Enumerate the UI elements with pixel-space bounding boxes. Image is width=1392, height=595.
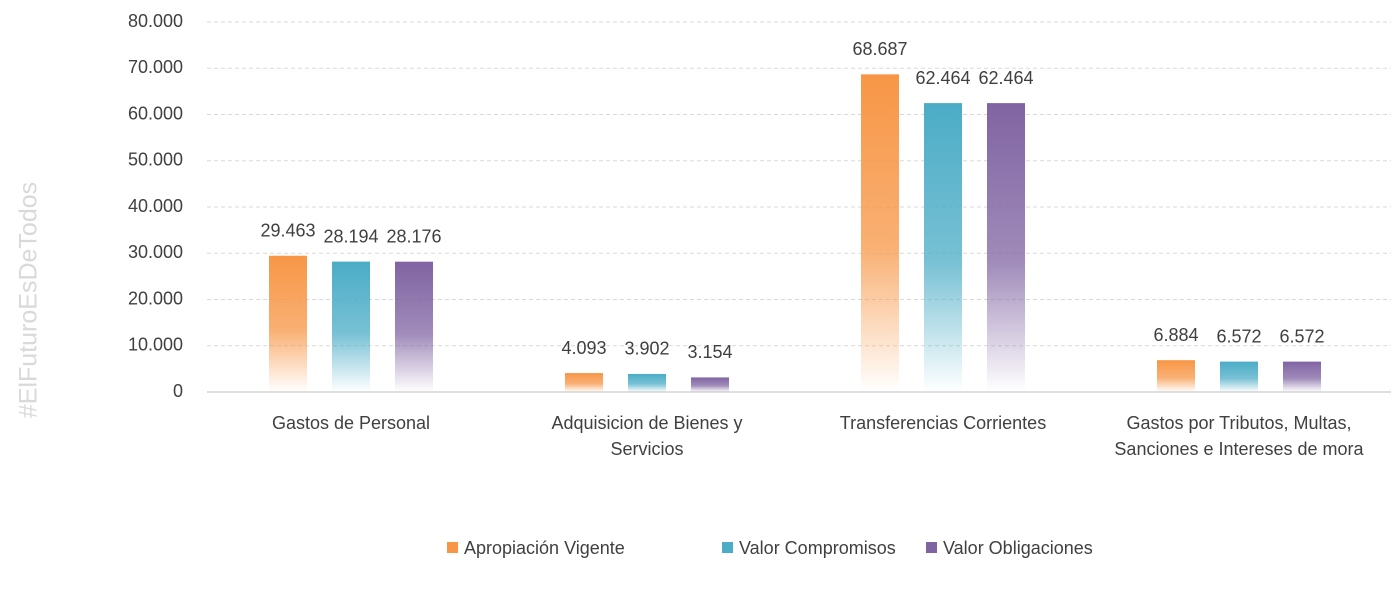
watermark: #ElFuturoEsDeTodos	[15, 182, 43, 418]
x-tick-label: Adquisicion de Bienes y Servicios	[551, 413, 743, 459]
data-label: 6.572	[1279, 326, 1324, 346]
y-tick-label: 10.000	[128, 335, 183, 355]
legend-marker	[926, 542, 937, 553]
y-tick-label: 60.000	[128, 103, 183, 123]
bar	[395, 261, 433, 392]
legend-label: Valor Obligaciones	[943, 538, 1093, 558]
y-tick-label: 0	[173, 381, 183, 401]
legend-marker	[447, 542, 458, 553]
bar	[924, 103, 962, 392]
data-label: 6.572	[1216, 326, 1261, 346]
bar	[1157, 360, 1195, 392]
data-label: 4.093	[561, 338, 606, 358]
y-tick-label: 40.000	[128, 196, 183, 216]
data-label: 6.884	[1153, 325, 1198, 345]
legend-marker	[722, 542, 733, 553]
bar	[987, 103, 1025, 392]
legend-label: Apropiación Vigente	[464, 538, 625, 558]
bar	[1220, 361, 1258, 392]
data-label: 62.464	[915, 68, 970, 88]
data-label: 3.902	[624, 339, 669, 359]
bar	[565, 373, 603, 392]
bar	[628, 373, 666, 392]
data-label: 28.176	[386, 226, 441, 246]
x-tick-label: Gastos de Personal	[271, 413, 431, 433]
bar	[269, 255, 307, 392]
y-tick-label: 70.000	[128, 57, 183, 77]
data-label: 29.463	[260, 220, 315, 240]
y-tick-label: 80.000	[128, 11, 183, 31]
legend-label: Valor Compromisos	[739, 538, 896, 558]
data-label: 3.154	[687, 342, 732, 362]
data-label: 68.687	[852, 39, 907, 59]
bar	[861, 74, 899, 392]
bar	[332, 261, 370, 392]
x-tick-label: Transferencias Corrientes	[839, 413, 1047, 433]
y-tick-label: 50.000	[128, 150, 183, 170]
bar	[691, 377, 729, 392]
x-tick-label: Gastos por Tributos, Multas, Sanciones e…	[1114, 413, 1364, 459]
y-tick-label: 30.000	[128, 242, 183, 262]
y-tick-label: 20.000	[128, 288, 183, 308]
bar	[1283, 361, 1321, 392]
data-label: 62.464	[978, 68, 1033, 88]
data-label: 28.194	[323, 226, 378, 246]
